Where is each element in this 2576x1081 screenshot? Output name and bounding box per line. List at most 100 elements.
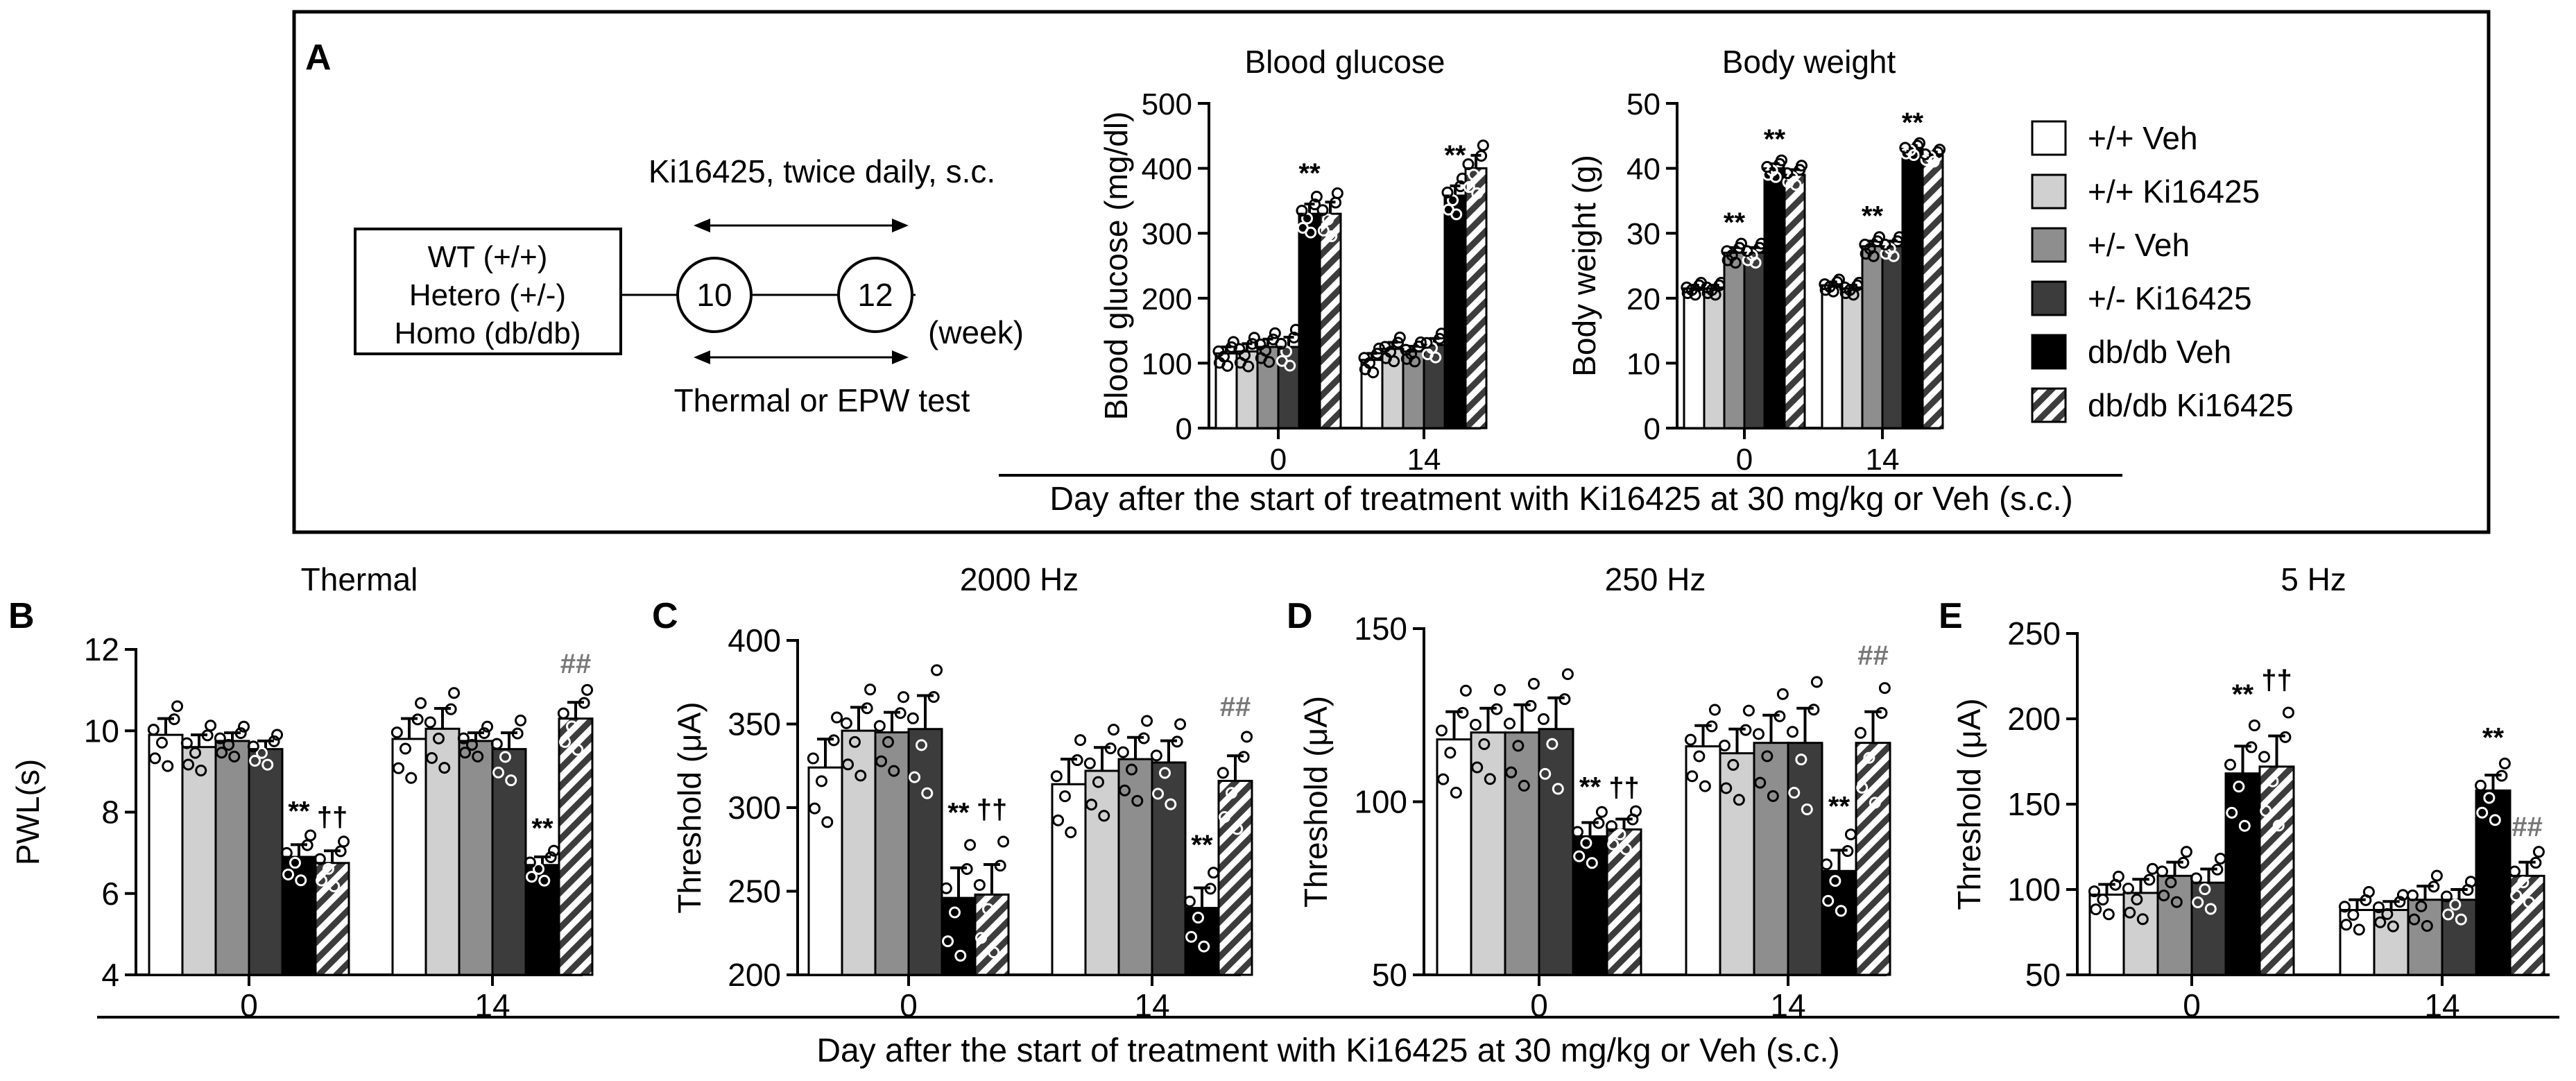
data-point [1729,257,1742,269]
data-point [2483,792,2496,804]
data-point [505,774,517,787]
y-tick-label: 250 [2007,615,2061,652]
data-point [1854,726,1866,739]
data-point [1934,144,1946,156]
data-point [1435,724,1448,737]
data-point [1595,806,1608,818]
data-point [481,720,494,733]
significance-annotation: †† [977,794,1008,825]
bar-thermal-0-s5 [314,862,350,976]
data-point [1518,779,1530,792]
data-point [2510,890,2523,902]
data-point [1709,289,1721,301]
data-point [2177,856,2190,869]
data-point [1284,359,1296,372]
data-point [2347,909,2360,921]
data-point [1310,190,1323,203]
y-axis-label: Threshold (μA) [1298,696,1334,908]
data-point [1761,161,1774,173]
data-point [1254,338,1266,350]
data-point [1786,726,1798,738]
legend-swatch-4 [2031,334,2067,370]
significance-annotation: †† [1608,772,1640,803]
data-point [1269,327,1281,339]
bar-glucose-0-s4 [1298,212,1321,429]
bar-glucose-0-s3 [1277,346,1300,429]
data-point [1774,710,1786,722]
week-12-circle [837,257,913,333]
data-point [280,846,293,859]
data-point [216,747,228,759]
data-point [2136,913,2149,926]
significance-annotation: ** [947,798,970,828]
data-point [411,713,424,726]
y-tick-label: 400 [1142,153,1192,187]
data-point [1586,857,1598,869]
data-point [2415,900,2428,912]
data-point [1735,237,1748,250]
y-axis-label: Blood glucose (mg/dl) [1098,112,1134,420]
data-point [964,839,977,851]
data-point [1841,845,1854,858]
data-point [490,738,503,750]
data-point [1441,186,1454,198]
data-point [2442,908,2455,921]
bar-hz2000-14-s0 [1051,783,1087,976]
data-point [1052,814,1065,826]
data-point [1125,763,1137,776]
genotype-box [354,228,622,355]
data-point [249,755,261,767]
bar-glucose-14-s4 [1443,194,1467,429]
significance-annotation: ## [1857,640,1889,671]
data-point [1117,746,1129,758]
bar-glucose-0-s1 [1235,350,1259,429]
bar-hz2000-0-s3 [907,728,943,976]
data-point [1592,817,1605,829]
data-point [1141,715,1153,727]
data-point [524,856,536,869]
bar-weight-14-s1 [1841,287,1864,429]
data-point [171,700,184,713]
data-point [1741,245,1753,257]
bar-thermal-14-s2 [458,740,494,976]
data-point [2248,719,2260,731]
y-tick-label: 50 [1626,87,1660,121]
significance-annotation: ** [288,796,310,826]
data-point [1071,754,1083,767]
data-point [1835,905,1847,917]
data-point [459,747,472,759]
data-point [1742,704,1755,717]
bar-hz2000-14-s1 [1084,769,1120,976]
data-point [1192,911,1204,923]
data-point [1684,733,1697,746]
data-point [1767,790,1779,802]
data-point [405,772,418,784]
bar-weight-14-s5 [1921,154,1944,429]
data-point [1085,799,1098,811]
legend-swatch-0 [2031,120,2067,156]
data-point [2226,806,2238,819]
data-point [1171,735,1183,748]
data-point [1471,187,1484,200]
y-tick-label: 100 [1354,784,1407,820]
data-point [1701,281,1713,293]
data-point [282,868,295,880]
data-point [2387,920,2399,933]
data-point [1833,273,1846,286]
data-point [1083,757,1096,769]
data-point [180,737,193,749]
data-point [2508,865,2521,878]
data-point [2406,889,2419,901]
data-point [1822,894,1835,907]
data-point [189,747,201,759]
data-point [1808,704,1820,716]
y-tick-label: 6 [101,876,119,912]
data-point [2372,901,2385,914]
significance-annotation: ** [1444,140,1466,171]
data-point [840,717,852,729]
y-tick-label: 300 [1142,217,1192,251]
data-point [1316,204,1329,216]
data-point [1629,805,1642,817]
data-point [1856,781,1869,794]
